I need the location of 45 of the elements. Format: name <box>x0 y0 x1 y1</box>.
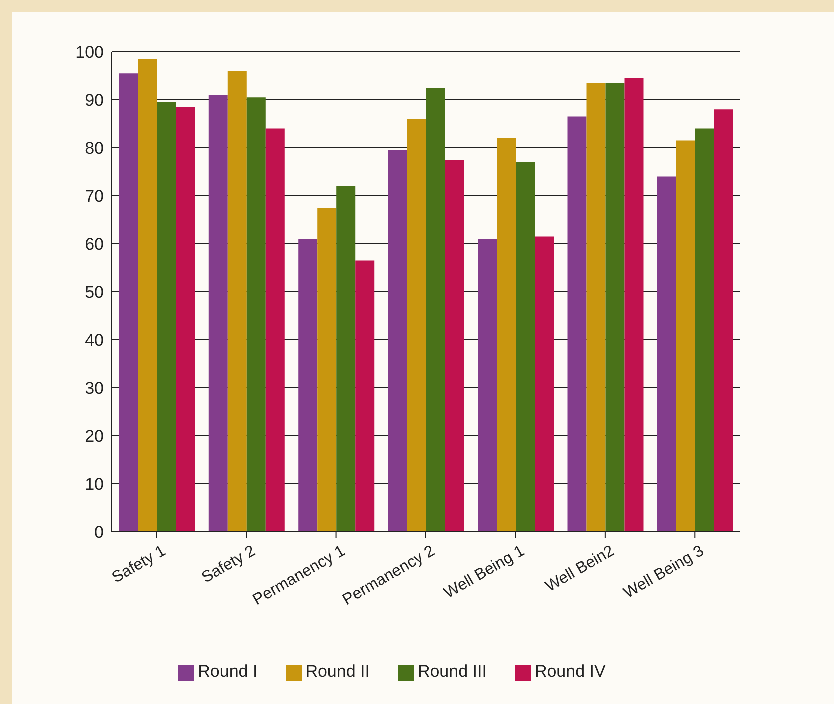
bar <box>478 239 498 532</box>
y-tick-label: 50 <box>85 283 104 302</box>
legend-label: Round I <box>198 662 258 681</box>
bar <box>657 176 676 532</box>
bar <box>318 208 337 532</box>
bar <box>516 162 536 532</box>
bar <box>445 160 464 532</box>
bar <box>119 74 138 532</box>
bar <box>208 95 228 532</box>
x-tick-label: Well Being 1 <box>442 542 528 602</box>
bar <box>624 78 644 532</box>
bar <box>497 138 516 532</box>
bar <box>695 128 714 532</box>
bar <box>298 239 318 532</box>
x-tick-label: Well Being 3 <box>621 542 708 602</box>
bar <box>535 236 554 532</box>
bar <box>266 128 285 532</box>
bar <box>407 119 426 532</box>
bar <box>606 83 625 532</box>
bar <box>586 83 606 532</box>
bar <box>676 140 696 532</box>
y-tick-label: 90 <box>85 91 104 110</box>
bar <box>356 260 375 532</box>
y-tick-label: 0 <box>94 523 104 542</box>
bar <box>176 107 196 532</box>
bar <box>138 59 158 532</box>
bar <box>568 116 587 532</box>
y-tick-label: 20 <box>85 427 104 446</box>
legend-label: Round III <box>418 662 487 681</box>
bar <box>228 71 247 532</box>
y-tick-label: 80 <box>85 139 104 158</box>
y-tick-label: 10 <box>85 475 104 494</box>
legend-label: Round II <box>306 662 370 681</box>
y-tick-label: 30 <box>85 379 104 398</box>
bar <box>336 186 356 532</box>
bar <box>157 102 176 532</box>
bar <box>246 98 266 532</box>
bar <box>426 88 446 532</box>
y-tick-label: 60 <box>85 235 104 254</box>
bar <box>388 150 408 532</box>
y-tick-label: 40 <box>85 331 104 350</box>
bar <box>714 110 734 532</box>
y-tick-label: 100 <box>76 43 104 62</box>
y-tick-label: 70 <box>85 187 104 206</box>
legend-label: Round IV <box>534 662 606 681</box>
